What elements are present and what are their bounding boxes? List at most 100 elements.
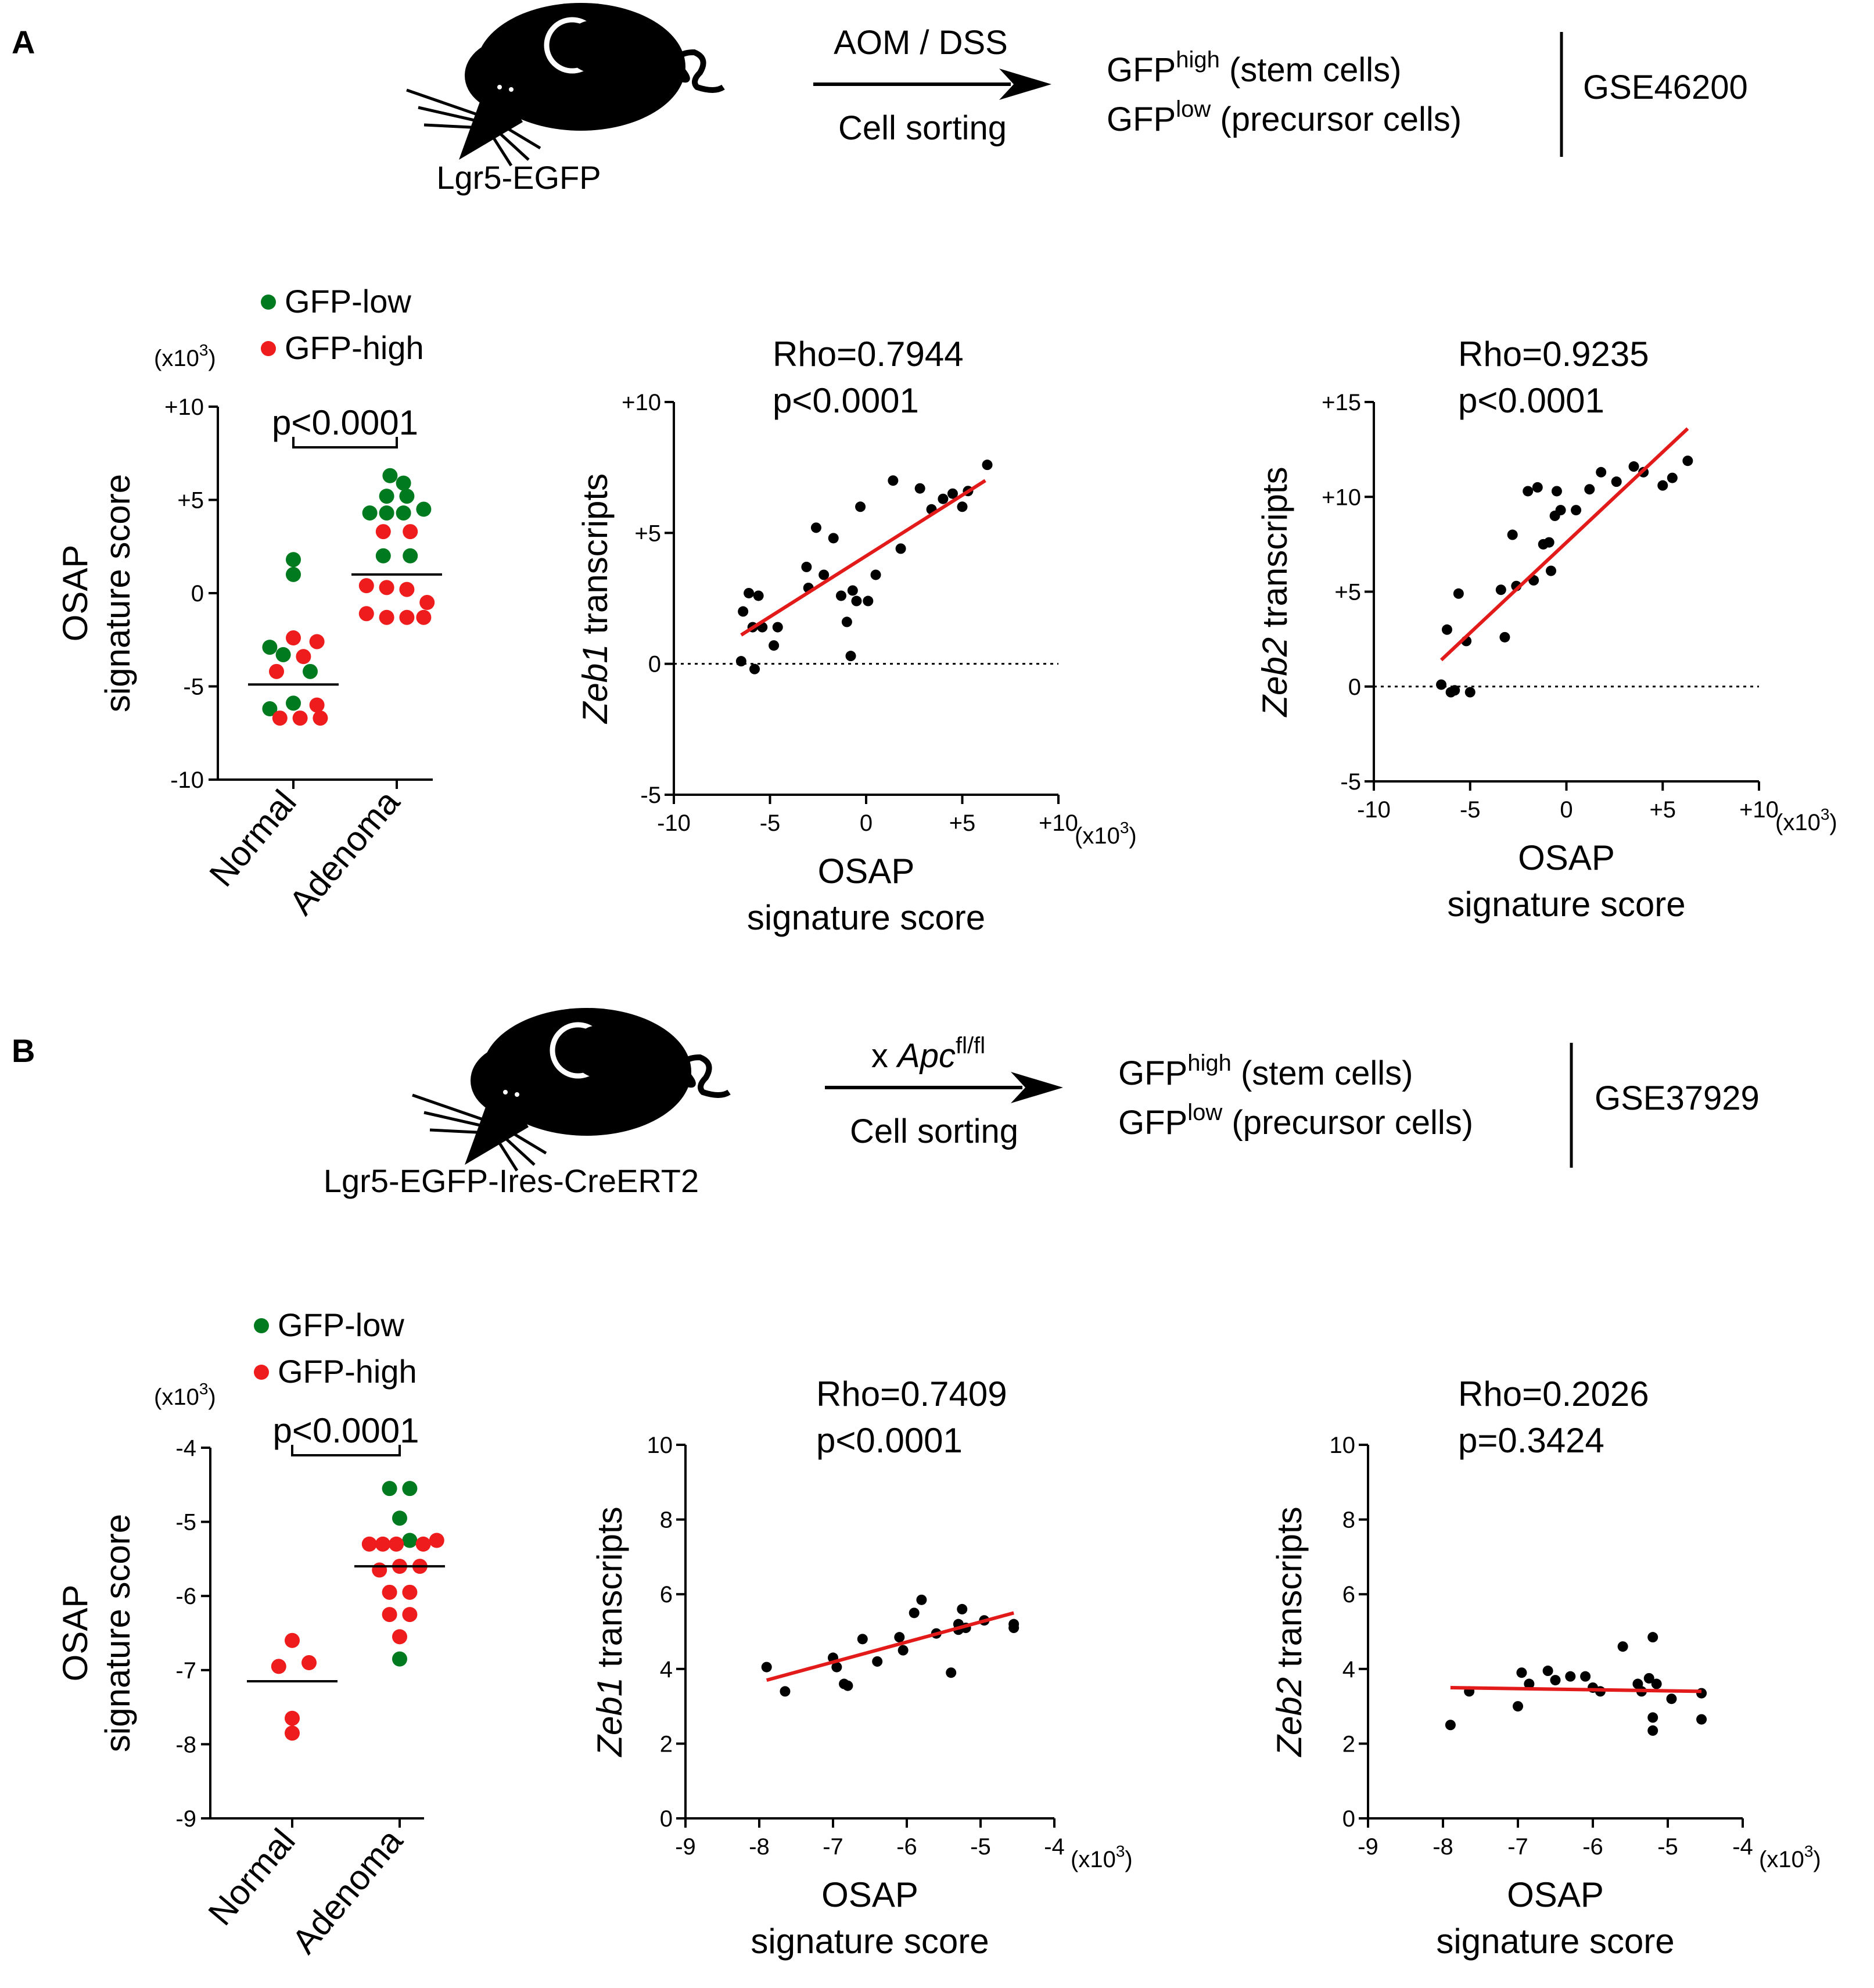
- y-tick-label: -5: [175, 1510, 196, 1535]
- legend-label: GFP-low: [278, 1307, 404, 1343]
- y-tick-label: +10: [164, 394, 204, 420]
- legend-label: GFP-high: [278, 1353, 417, 1390]
- x-tick-label: -5: [970, 1834, 991, 1860]
- arrow-label-bottom-a: Cell sorting: [838, 109, 1007, 147]
- data-point: [957, 501, 968, 512]
- data-point: [1499, 631, 1510, 643]
- data-point-normal-gfp-low: [262, 640, 278, 655]
- data-point-normal-gfp-low: [286, 566, 301, 582]
- data-point-normal-gfp-high: [309, 634, 325, 649]
- accession-b: GSE37929: [1595, 1079, 1760, 1117]
- data-point-adenoma-gfp-low: [392, 1510, 407, 1526]
- data-point: [1008, 1623, 1019, 1634]
- data-point-adenoma-gfp-high: [416, 609, 432, 625]
- y-axis-label: Zeb2 transcripts: [1270, 1506, 1309, 1757]
- y-tick-label: -4: [175, 1436, 196, 1461]
- data-point: [1516, 1667, 1527, 1678]
- data-point: [916, 1594, 927, 1605]
- data-point-adenoma-gfp-low: [375, 548, 391, 564]
- x-tick-label: -10: [657, 810, 691, 836]
- data-point-adenoma-gfp-low: [416, 501, 432, 517]
- significance-bracket: [291, 1445, 401, 1456]
- mouse-icon-a: [406, 3, 725, 167]
- data-point: [1507, 529, 1518, 540]
- regression-line: [1450, 1685, 1702, 1693]
- y-tick-label: 10: [1330, 1433, 1356, 1458]
- data-point: [1667, 472, 1678, 483]
- data-point: [1584, 484, 1595, 495]
- panel-a-label: A: [12, 24, 35, 60]
- data-point: [1436, 679, 1447, 690]
- legend-marker-gfp-high: [261, 341, 276, 356]
- data-point-adenoma-gfp-high: [402, 1584, 418, 1600]
- data-point: [947, 488, 958, 499]
- x-tick-label: +10: [1039, 810, 1078, 836]
- y-tick-label: -10: [170, 767, 204, 793]
- data-point: [1611, 476, 1622, 487]
- arrow-a: [813, 69, 1051, 100]
- arrow-label-bottom-b: Cell sorting: [850, 1113, 1018, 1150]
- data-point-normal-gfp-high: [285, 1710, 300, 1726]
- data-point: [738, 606, 749, 617]
- data-point-adenoma-gfp-high: [379, 609, 394, 625]
- data-point: [801, 561, 812, 572]
- data-point: [1523, 486, 1534, 497]
- data-point-adenoma-gfp-high: [375, 524, 391, 540]
- data-point-adenoma-gfp-high: [399, 582, 415, 597]
- data-point-adenoma-gfp-low: [402, 1533, 418, 1548]
- sorted-gfp-low-a: GFPlow (precursor cells): [1107, 96, 1462, 138]
- data-point-adenoma-gfp-low: [379, 489, 394, 504]
- p-value: p<0.0001: [1458, 381, 1604, 420]
- regression-line: [766, 1611, 1014, 1682]
- y-tick-label: 0: [648, 652, 661, 677]
- data-point: [1628, 461, 1639, 472]
- data-point: [1596, 467, 1607, 478]
- y-axis-label-line: signature score: [98, 1514, 137, 1752]
- p-value: p<0.0001: [816, 1421, 963, 1460]
- data-point: [842, 1680, 853, 1691]
- x-axis-label-line: OSAP: [821, 1875, 918, 1914]
- y-tick-label: 6: [660, 1582, 673, 1607]
- data-point: [895, 543, 906, 554]
- data-point: [1545, 565, 1556, 576]
- data-point: [841, 616, 852, 627]
- mouse-icon-b: [412, 1008, 731, 1172]
- x-tick-label: +10: [1739, 797, 1779, 823]
- x-axis-label-line: OSAP: [1507, 1875, 1604, 1914]
- sorted-gfp-high-b: GFPhigh (stem cells): [1118, 1050, 1413, 1092]
- y-tick-label: -9: [175, 1806, 196, 1832]
- mouse-label-a: Lgr5-EGFP: [436, 159, 601, 196]
- data-point: [1647, 1712, 1658, 1723]
- y-tick-label: 10: [647, 1433, 673, 1458]
- y-tick-label: 0: [1348, 674, 1361, 700]
- data-point-adenoma-gfp-high: [402, 1607, 418, 1623]
- scatter-plot-B-zeb1: Rho=0.7409 p<0.0001 0 2 4 6 8 10 -9 -8 -7 -6 -5 -4 (x1…: [590, 1375, 1133, 1961]
- data-point: [1647, 1725, 1658, 1736]
- data-point: [749, 663, 760, 674]
- legend-label: GFP-low: [285, 283, 411, 320]
- data-point-adenoma-gfp-low: [399, 489, 415, 504]
- data-point: [1449, 685, 1460, 696]
- legend-marker-gfp-low: [261, 295, 276, 310]
- data-point: [735, 656, 746, 667]
- arrow-label-top-b: x Apcfl/fl: [871, 1033, 985, 1075]
- data-point: [1571, 505, 1582, 516]
- y-tick-label: +5: [177, 488, 204, 514]
- data-point-adenoma-gfp-high: [382, 1607, 397, 1623]
- x-tick-label: -4: [1044, 1834, 1065, 1860]
- data-point: [1657, 480, 1668, 491]
- data-point-adenoma-gfp-high: [415, 1536, 431, 1552]
- data-point-normal-gfp-high: [292, 710, 308, 726]
- y-axis-label-line: signature score: [98, 474, 137, 712]
- x-tick-label: -6: [1582, 1834, 1603, 1860]
- y-tick-label: 8: [1342, 1508, 1355, 1533]
- data-point: [831, 1662, 842, 1673]
- data-point: [1513, 1701, 1523, 1712]
- sorted-gfp-low-b: GFPlow (precursor cells): [1118, 1100, 1473, 1142]
- x-tick-label: +5: [1649, 797, 1676, 823]
- rho-value: Rho=0.9235: [1458, 335, 1649, 374]
- scale-note: (x103): [1071, 1842, 1133, 1872]
- data-point: [863, 595, 874, 607]
- data-point-normal-gfp-high: [285, 1725, 300, 1741]
